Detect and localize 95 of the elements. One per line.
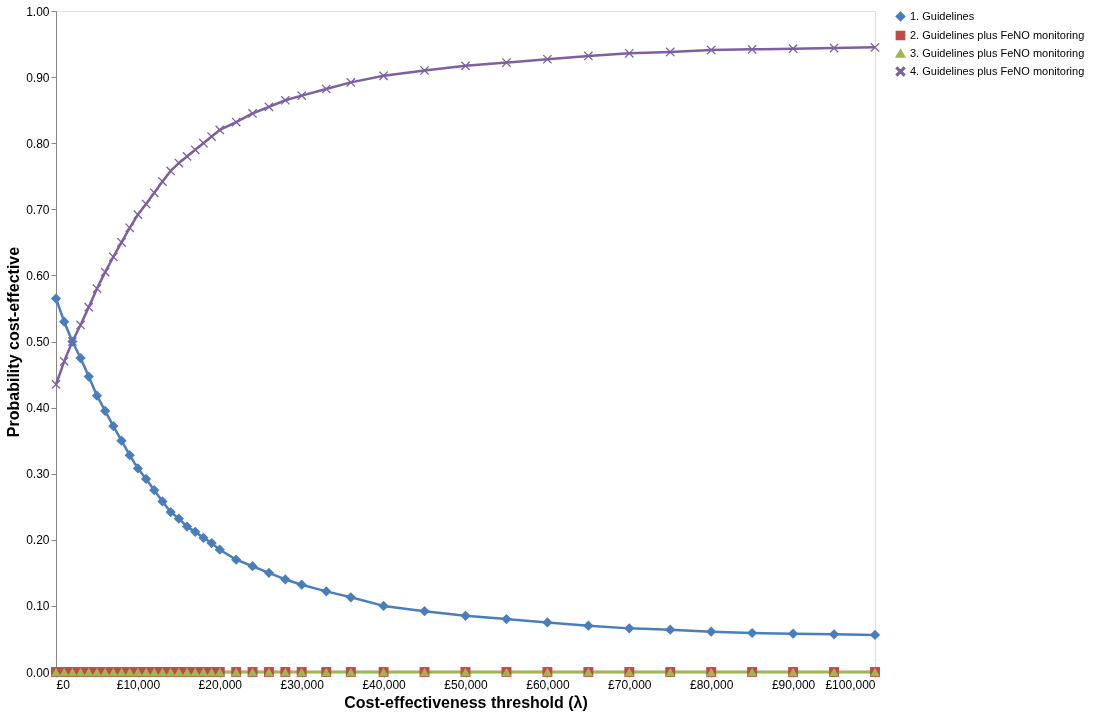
- y-tick-label: 0.50: [26, 335, 50, 349]
- point: [828, 629, 840, 640]
- point: [460, 61, 471, 71]
- x-tick-label: £50,000: [444, 677, 489, 692]
- x-tick-label: £30,000: [280, 677, 325, 692]
- x-tick-label: £90,000: [771, 677, 816, 692]
- point: [263, 567, 275, 578]
- point: [788, 44, 798, 54]
- point: [92, 284, 102, 294]
- y-tick-label: 0.60: [26, 268, 50, 283]
- point: [346, 77, 356, 87]
- point: [125, 223, 135, 233]
- point: [378, 600, 389, 612]
- point: [157, 496, 168, 507]
- point: [296, 579, 307, 590]
- point: [870, 42, 880, 52]
- point: [747, 44, 757, 54]
- y-tick-label: 0.80: [26, 136, 50, 151]
- x-tick-label: £0: [56, 677, 71, 692]
- point: [583, 620, 594, 631]
- point: [174, 158, 184, 168]
- point: [84, 302, 94, 312]
- point: [624, 623, 635, 634]
- point: [166, 166, 176, 176]
- legend-label: 1. Guidelines: [910, 9, 975, 22]
- y-tick-label: 0.00: [26, 665, 50, 680]
- y-tick-label: 0.20: [26, 533, 50, 548]
- point: [706, 626, 717, 637]
- point: [149, 485, 160, 496]
- point: [51, 379, 61, 390]
- point: [280, 574, 291, 585]
- point: [91, 390, 103, 401]
- x-axis-title: Cost-effectiveness threshold (λ): [344, 693, 588, 711]
- point: [59, 356, 69, 366]
- point: [378, 71, 389, 81]
- point: [100, 405, 111, 417]
- point: [141, 199, 151, 209]
- x-tick-label: £10,000: [116, 677, 161, 692]
- point: [140, 473, 152, 485]
- point: [132, 463, 144, 474]
- point: [542, 617, 553, 628]
- x-tick-label: £100,000: [825, 677, 876, 692]
- point: [706, 45, 716, 55]
- point: [501, 614, 512, 625]
- point: [50, 293, 62, 304]
- x-tick-label: £40,000: [362, 677, 407, 692]
- point: [108, 252, 118, 262]
- y-tick-label: 0.40: [26, 401, 50, 416]
- point: [215, 125, 225, 135]
- x-tick-label: £20,000: [198, 677, 243, 692]
- point: [542, 54, 553, 64]
- point: [133, 209, 143, 220]
- point: [345, 592, 356, 603]
- y-axis-title: Probability cost-effective: [5, 246, 23, 438]
- point: [181, 521, 193, 532]
- point: [198, 532, 209, 543]
- point: [173, 513, 184, 524]
- point: [214, 544, 225, 555]
- y-tick-label: 0.70: [26, 202, 50, 217]
- legend-label: 3. Guidelines plus FeNO monitoring: [910, 46, 1085, 59]
- y-tick-label: 0.30: [26, 467, 50, 482]
- legend-label: 4. Guidelines plus FeNO monitoring: [910, 64, 1085, 77]
- point: [231, 554, 242, 565]
- point: [264, 102, 274, 112]
- y-tick-label: 0.90: [26, 70, 50, 85]
- point: [75, 320, 86, 330]
- point: [665, 624, 676, 635]
- point: [247, 561, 258, 572]
- point: [419, 606, 430, 617]
- point: [59, 316, 70, 327]
- point: [83, 371, 94, 382]
- point: [108, 420, 119, 432]
- point: [665, 47, 675, 57]
- y-tick-label: 0.10: [26, 599, 50, 614]
- point: [206, 537, 217, 549]
- point: [297, 91, 307, 101]
- x-tick-label: £60,000: [526, 677, 570, 692]
- y-tick-label: 1.00: [26, 4, 50, 19]
- point: [116, 237, 127, 247]
- point: [75, 352, 86, 364]
- point: [321, 586, 332, 597]
- point: [124, 450, 135, 461]
- point: [280, 95, 290, 105]
- point: [190, 526, 201, 537]
- point: [583, 51, 593, 61]
- point: [165, 506, 176, 518]
- point: [198, 138, 209, 148]
- point: [460, 610, 471, 621]
- x-tick-label: £80,000: [690, 677, 734, 692]
- point: [231, 117, 241, 127]
- legend-label: 2. Guidelines plus FeNO monitoring: [910, 28, 1085, 41]
- point: [321, 84, 331, 94]
- x-tick-label: £70,000: [608, 677, 652, 692]
- point: [182, 151, 192, 162]
- point: [116, 435, 127, 446]
